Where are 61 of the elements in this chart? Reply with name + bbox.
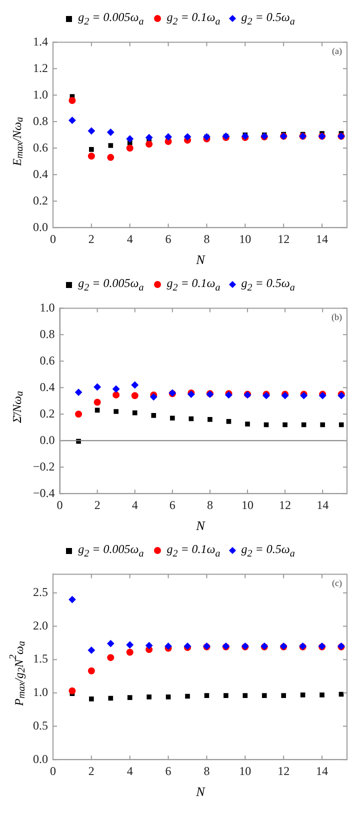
y-tick-label: 1.4 xyxy=(33,34,48,48)
y-tick-label: 0.6 xyxy=(33,140,48,154)
x-tick-label: 8 xyxy=(204,764,210,778)
y-tick-label: 0.0 xyxy=(33,752,48,766)
legend-label: g$_{2}$ = 0.5ω$_{a}$ xyxy=(241,542,295,560)
legend-label: g$_{2}$ = 0.005ω$_{a}$ xyxy=(78,542,144,560)
legend-label: g$_{2}$ = 0.005ω$_{a}$ xyxy=(78,276,144,294)
annotation: (c) xyxy=(332,578,342,588)
legend-label: g$_{2}$ = 0.1ω$_{a}$ xyxy=(166,276,220,294)
x-tick-label: 6 xyxy=(165,764,172,778)
x-tick-label: 0 xyxy=(56,498,63,512)
x-tick-label: 6 xyxy=(165,232,172,246)
x-tick-label: 8 xyxy=(206,498,213,512)
y-tick-label: 0.0 xyxy=(33,220,48,234)
x-tick-label: 12 xyxy=(279,498,292,512)
x-tick-label: 14 xyxy=(316,764,328,778)
x-tick-label: 10 xyxy=(239,232,252,246)
x-tick-label: 6 xyxy=(169,498,176,512)
y-tick-label: −0.2 xyxy=(32,459,55,474)
annotation: (b) xyxy=(332,312,342,322)
y-tick-label: 2.5 xyxy=(33,585,48,600)
y-tick-label: 1.2 xyxy=(33,60,48,75)
x-tick-label: 4 xyxy=(126,764,133,778)
x-tick-label: 10 xyxy=(239,764,252,778)
y-tick-label: 0.2 xyxy=(33,193,48,208)
x-tick-label: 2 xyxy=(94,498,100,512)
y-tick-label: 1.0 xyxy=(33,685,48,700)
y-tick-label: 0.8 xyxy=(33,114,48,128)
y-tick-label: 1.0 xyxy=(40,300,55,314)
y-tick-label: 1.0 xyxy=(33,87,48,102)
legend-label: g$_{2}$ = 0.1ω$_{a}$ xyxy=(166,542,220,560)
legend-label: g$_{2}$ = 0.5ω$_{a}$ xyxy=(241,276,295,294)
x-tick-label: 2 xyxy=(88,232,94,246)
legend-label: g$_{2}$ = 0.5ω$_{a}$ xyxy=(241,10,295,28)
x-tick-label: 2 xyxy=(88,764,94,778)
x-axis-title: N xyxy=(195,518,206,534)
x-tick-label: 14 xyxy=(316,232,328,246)
x-tick-label: 4 xyxy=(126,232,133,246)
y-tick-label: 0.0 xyxy=(40,432,55,447)
x-tick-label: 10 xyxy=(242,498,254,512)
x-tick-label: 4 xyxy=(132,498,138,512)
x-tick-label: 0 xyxy=(50,232,56,246)
y-tick-label: 0.5 xyxy=(33,718,48,732)
legend-label: g$_{2}$ = 0.1ω$_{a}$ xyxy=(166,10,220,28)
legend-label: g$_{2}$ = 0.005ω$_{a}$ xyxy=(78,10,144,28)
x-tick-label: 12 xyxy=(278,764,290,778)
x-tick-label: 14 xyxy=(316,498,329,512)
x-axis-title: N xyxy=(195,784,206,800)
x-axis-title: N xyxy=(195,252,206,268)
annotation: (a) xyxy=(332,46,342,56)
y-tick-label: 0.4 xyxy=(40,380,55,394)
y-tick-label: 0.8 xyxy=(40,326,55,341)
y-tick-label: 0.6 xyxy=(40,353,55,368)
y-tick-label: 0.4 xyxy=(33,166,48,181)
y-tick-label: 1.5 xyxy=(33,652,48,666)
y-tick-label: −0.4 xyxy=(32,486,55,500)
y-tick-label: 0.2 xyxy=(40,406,55,420)
x-tick-label: 0 xyxy=(50,764,56,778)
y-tick-label: 2.0 xyxy=(33,618,48,632)
x-tick-label: 8 xyxy=(204,232,210,246)
x-tick-label: 12 xyxy=(278,232,290,246)
